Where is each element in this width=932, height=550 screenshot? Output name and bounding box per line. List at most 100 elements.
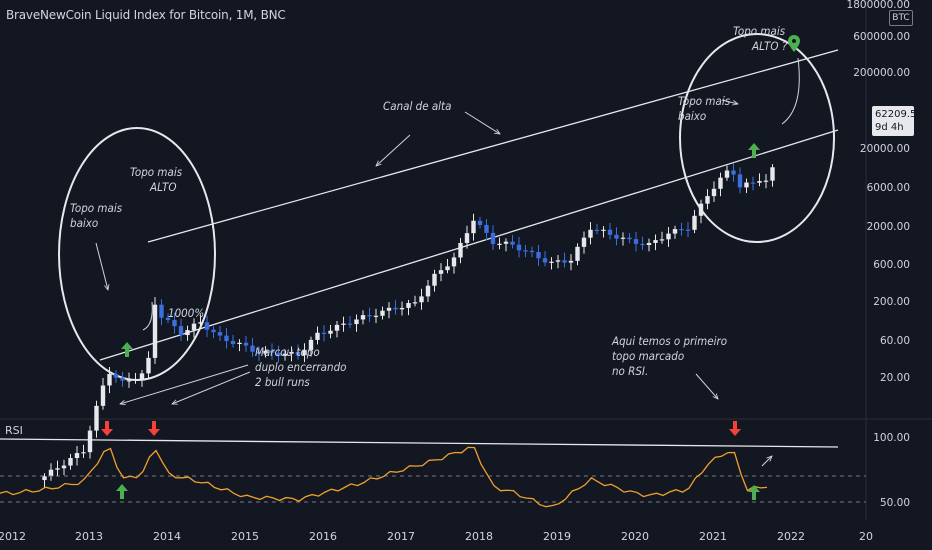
arrow-canal-right: [464, 111, 500, 134]
candle-body: [588, 229, 593, 238]
candle-body: [48, 469, 54, 477]
annot-topo-baixo-2-l2: baixo: [678, 109, 706, 123]
candle-body: [347, 323, 353, 325]
candle-body: [666, 233, 671, 240]
down-arrow-icon: [729, 421, 741, 436]
candle-body: [217, 332, 223, 336]
curve-topo-alto-2: [781, 57, 800, 125]
up-arrow-icon: [748, 485, 760, 500]
bar-countdown: 9d 4h: [875, 122, 904, 133]
candle-body: [100, 385, 106, 406]
candle-body: [575, 246, 580, 261]
currency-badge[interactable]: BTC: [889, 10, 913, 26]
candle-body: [497, 243, 502, 245]
candle-body: [191, 323, 197, 331]
time-tick: 2017: [387, 530, 415, 543]
price-tick: 20.00: [880, 372, 910, 384]
candle-body: [386, 307, 392, 311]
candle-body: [607, 229, 613, 235]
candle-body: [419, 296, 424, 303]
candle-body: [81, 452, 86, 454]
circle-2021: [679, 33, 835, 243]
time-tick: 2014: [153, 530, 181, 543]
candle-body: [640, 243, 645, 246]
annot-topo-baixo-1-l2: baixo: [70, 216, 98, 230]
candle-body: [542, 258, 548, 263]
up-arrow-icon: [116, 484, 128, 499]
candle-body: [263, 350, 268, 354]
annot-marcou-l3: 2 bull runs: [255, 375, 310, 389]
candle-body: [529, 250, 535, 253]
price-tick: 200.00: [873, 296, 910, 308]
arrow-canal-left: [376, 134, 411, 166]
annot-1000pct: 1000%: [168, 306, 204, 320]
curve-1000pct: [142, 301, 153, 331]
candle-body: [432, 273, 437, 286]
arrow-topo-baixo-2: [721, 99, 738, 104]
candle-body: [594, 229, 600, 232]
candle-body: [549, 261, 554, 263]
candle-body: [295, 351, 301, 356]
candle-body: [289, 351, 294, 354]
candle-body: [653, 240, 658, 243]
candle-body: [198, 322, 203, 324]
candle-body: [282, 353, 288, 356]
candle-body: [620, 237, 626, 239]
candle-body: [711, 188, 717, 197]
price-tick: 600.00: [873, 259, 910, 271]
candle-body: [341, 323, 346, 325]
candle-body: [425, 285, 431, 297]
time-tick: 2015: [231, 530, 259, 543]
candle-body: [685, 229, 691, 231]
candle-body: [321, 332, 327, 334]
down-arrow-icon: [101, 421, 113, 436]
arrow-marcou-2: [172, 371, 251, 404]
annot-aqui-l2: topo marcado: [612, 349, 684, 363]
candle-body: [185, 330, 190, 336]
arrow-marcou-1: [120, 364, 249, 404]
annot-topo-baixo-1-l1: Topo mais: [70, 201, 123, 215]
candle-body: [757, 181, 762, 183]
candle-body: [360, 315, 366, 320]
price-tick: 2000.00: [867, 221, 910, 233]
chart-title: BraveNewCoin Liquid Index for Bitcoin, 1…: [6, 8, 286, 22]
time-tick: 2022: [777, 530, 805, 543]
candle-body: [724, 170, 730, 178]
price-tick: 600000.00: [853, 31, 910, 43]
candle-body: [373, 315, 379, 317]
candle-body: [165, 317, 171, 320]
candle-body: [510, 241, 515, 245]
candle-body: [237, 342, 242, 345]
rsi-tick: 100.00: [873, 432, 910, 444]
candle-body: [672, 229, 678, 234]
time-tick: 2021: [699, 530, 727, 543]
candle-body: [562, 260, 567, 263]
candle-body: [750, 182, 756, 184]
annot-aqui-l3: no RSI.: [612, 364, 648, 378]
price-tick: 200000.00: [853, 67, 910, 79]
candle-body: [61, 465, 67, 469]
rsi-panel-label: RSI: [5, 424, 23, 437]
candle-body: [308, 339, 314, 350]
candle-body: [243, 342, 249, 346]
candle-body: [107, 373, 112, 386]
candle-body: [445, 266, 450, 271]
candle-body: [74, 453, 80, 459]
candle-body: [464, 233, 470, 243]
candle-body: [126, 380, 132, 382]
candle-body: [731, 170, 736, 175]
arrow-aqui: [695, 373, 718, 399]
candle-body: [250, 345, 255, 352]
candle-body: [458, 242, 463, 258]
current-price-label: 62209.50 9d 4h: [872, 106, 923, 136]
candle-body: [146, 357, 151, 374]
candle-body: [269, 350, 275, 353]
candle-body: [737, 174, 743, 188]
channel-lower-line: [99, 129, 839, 361]
annot-topo-alto-1-l1: Topo mais: [130, 165, 183, 179]
candle-body: [334, 324, 340, 331]
annot-aqui-l1: Aqui temos o primeiro: [611, 334, 727, 348]
candle-body: [94, 405, 99, 431]
candle-body: [763, 180, 769, 182]
candle-body: [224, 335, 229, 341]
